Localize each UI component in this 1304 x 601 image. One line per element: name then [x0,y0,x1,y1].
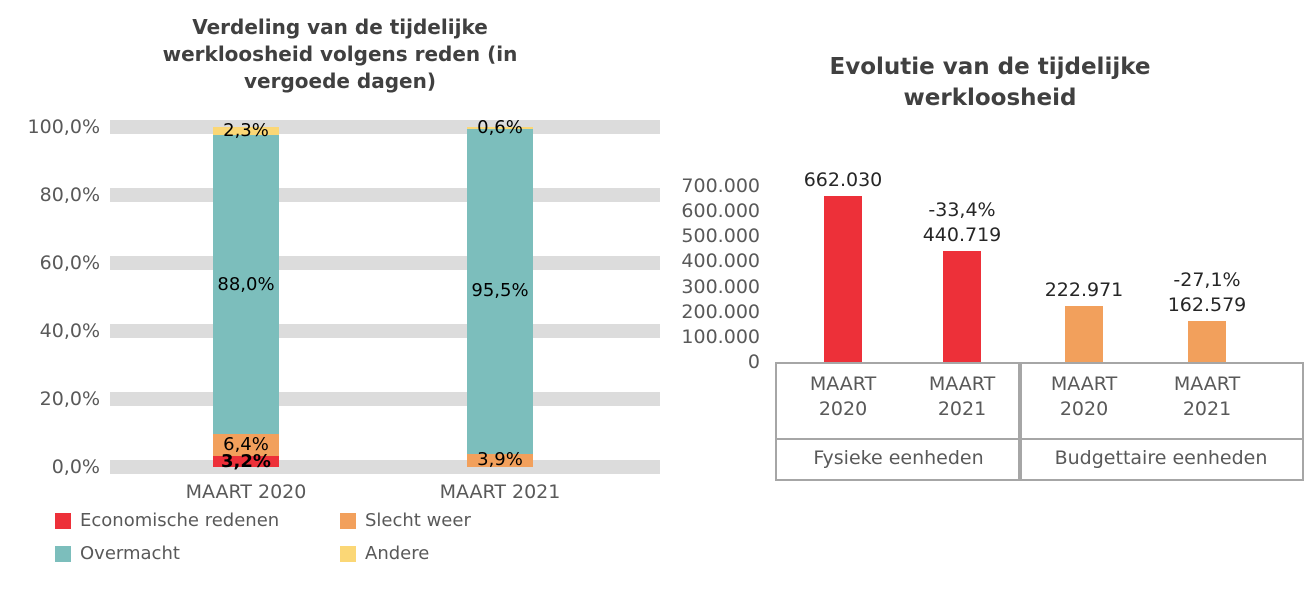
legend-item-slecht-weer: Slecht weer [340,512,471,530]
right-y-axis-tick-label: 600.000 [681,200,760,223]
left-chart-title: Verdeling van de tijdelijke werkloosheid … [110,14,570,95]
axis-group-box-fysieke-eenheden: Fysieke eenheden [775,362,1022,481]
gridline-band [110,256,660,270]
category-line: 2021 [937,398,987,420]
bar-delta-label: -33,4% [928,199,996,222]
category-line: 2020 [1059,398,1109,420]
left-y-axis-tick-label: 0,0% [51,456,100,478]
gridline-band [110,324,660,338]
left-y-axis-tick-label: 80,0% [39,184,100,206]
segment-data-label: 3,9% [477,449,523,471]
segment-data-label: 0,6% [477,117,523,139]
left-y-axis-tick-label: 60,0% [39,252,100,274]
bar-segment-andere [467,127,533,130]
bar-segment-slecht-weer [467,453,533,467]
gridline-band [110,392,660,406]
segment-data-label: 6,4% [223,434,269,456]
right-y-axis-tick-label: 700.000 [681,175,760,197]
left-chart-title-line: Verdeling van de tijdelijke [192,15,488,39]
legend-swatch-slecht-weer [340,513,356,529]
legend-item-overmacht: Overmacht [55,545,180,563]
right-chart-title: Evolutie van de tijdelijke werkloosheid [690,52,1290,114]
legend-item-economische-redenen: Economische redenen [55,512,279,530]
bar-fysieke-eenheden-maart-2021 [943,251,981,362]
bar-budgettaire-eenheden-maart-2021 [1188,321,1226,362]
right-y-axis-tick-label: 400.000 [681,250,760,273]
right-x-axis-category-label: MAART 2021 [902,372,1022,422]
left-y-axis-tick-label: 100,0% [27,116,100,138]
bar-segment-overmacht [213,135,279,435]
left-y-axis-tick-label: 40,0% [39,320,100,342]
bar-value-label: 162.579 [1167,294,1247,317]
bar-delta-label: -27,1% [1173,269,1241,292]
category-line: MAART [928,373,996,395]
right-y-axis-tick-label: 100.000 [681,325,760,348]
legend-swatch-economische-redenen [55,513,71,529]
left-y-axis-tick-label: 20,0% [39,388,100,410]
bar-segment-overmacht [467,129,533,454]
left-x-axis-category-label: MAART 2021 [439,481,561,503]
category-line: MAART [1173,373,1241,395]
right-x-axis-category-label: MAART 2021 [1147,372,1267,422]
category-line: 2021 [1182,398,1232,420]
legend-swatch-overmacht [55,546,71,562]
legend-label: Andere [365,543,430,564]
left-chart-title-line: vergoede dagen) [243,69,436,93]
category-line: MAART [1050,373,1118,395]
legend-swatch-andere [340,546,356,562]
right-y-axis-tick-label: 0 [747,351,760,373]
bar-segment-slecht-weer [213,434,279,457]
legend-label: Economische redenen [80,510,280,531]
segment-data-label: 2,3% [223,120,269,142]
right-y-axis-tick-label: 200.000 [681,300,760,323]
right-x-axis-category-label: MAART 2020 [1024,372,1144,422]
legend-label: Overmacht [80,543,180,564]
segment-data-label: 88,0% [217,273,275,295]
right-chart-title-line: werkloosheid [903,85,1077,111]
axis-group-label: Budgettaire eenheden [1020,438,1302,479]
category-line: MAART [809,373,877,395]
left-x-axis-category-label: MAART 2020 [185,481,307,503]
segment-data-label: 3,2% [221,450,271,472]
segment-data-label: 95,5% [471,280,529,302]
bar-value-label: 662.030 [803,168,883,191]
right-y-axis-tick-label: 300.000 [681,275,760,298]
legend-label: Slecht weer [365,510,471,531]
bar-budgettaire-eenheden-maart-2020 [1065,305,1103,362]
bar-fysieke-eenheden-maart-2020 [824,195,862,362]
axis-group-label: Fysieke eenheden [777,438,1020,479]
right-chart-title-line: Evolutie van de tijdelijke [829,54,1151,80]
gridline-band [110,460,660,474]
category-line: 2020 [818,398,868,420]
bar-segment-economische-redenen [213,456,279,467]
axis-group-box-budgettaire-eenheden: Budgettaire eenheden [1018,362,1304,481]
bar-segment-andere [213,127,279,136]
gridline-band [110,120,660,134]
bar-value-label: 440.719 [922,224,1002,247]
legend-item-andere: Andere [340,545,429,563]
gridline-band [110,188,660,202]
bar-value-label: 222.971 [1044,278,1124,301]
left-chart-title-line: werkloosheid volgens reden (in [162,42,518,66]
right-x-axis-category-label: MAART 2020 [783,372,903,422]
right-y-axis-tick-label: 500.000 [681,225,760,248]
